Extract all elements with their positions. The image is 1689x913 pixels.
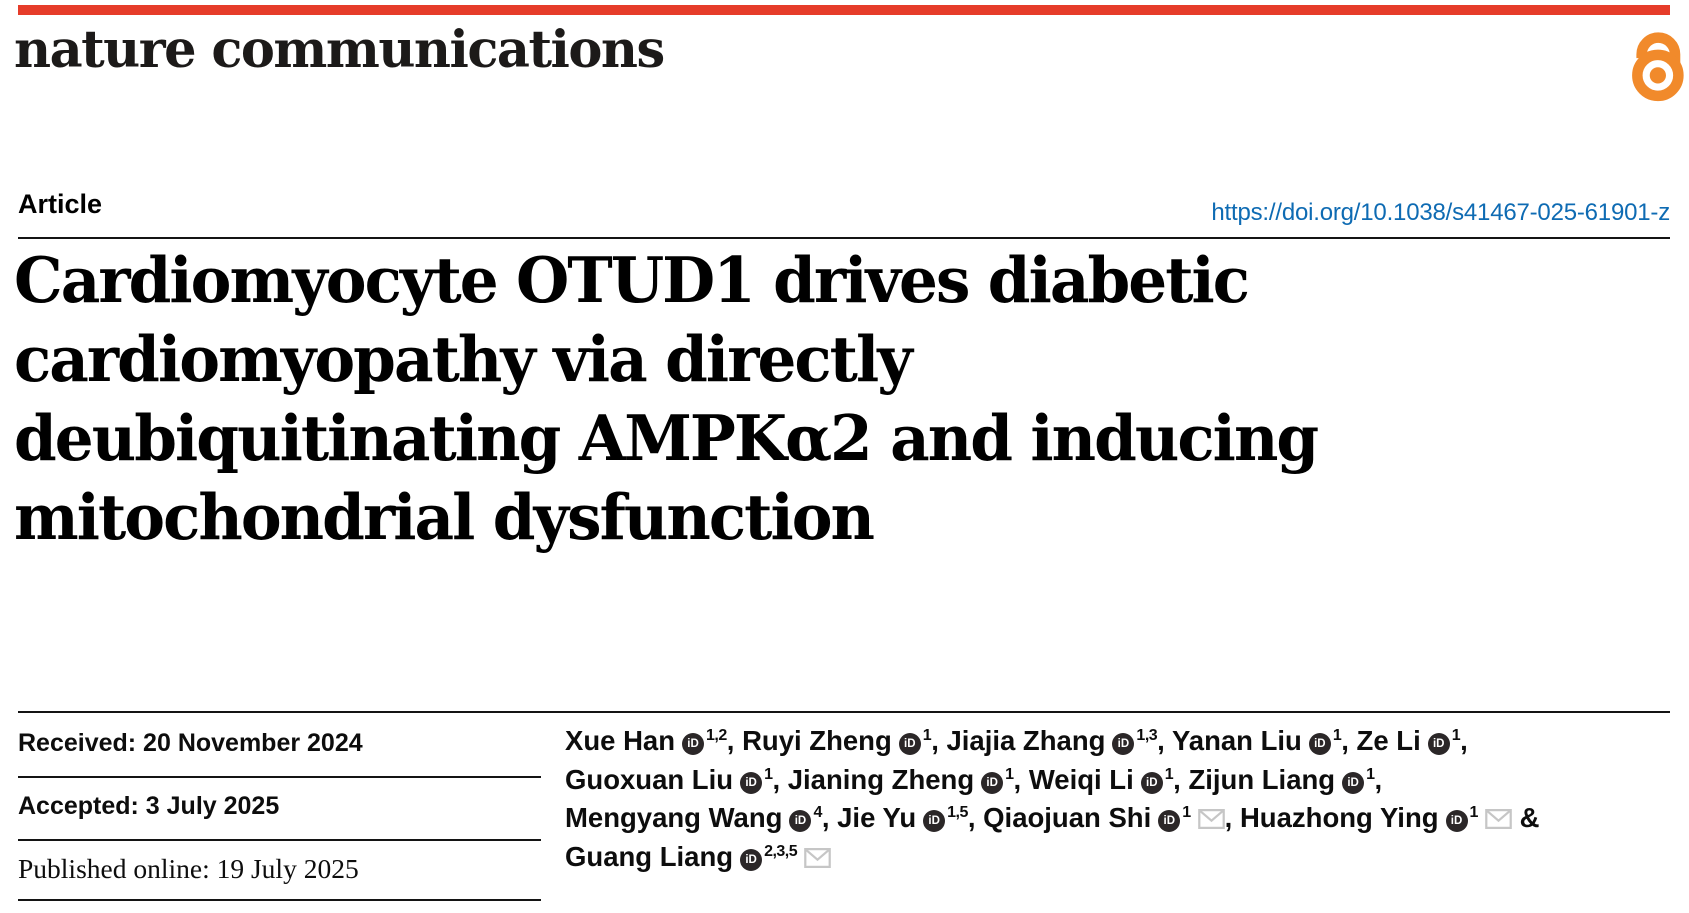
article-title: Cardiomyocyte OTUD1 drives diabetic card… — [14, 241, 1469, 557]
author-separator: , — [1157, 725, 1172, 756]
author-name[interactable]: Zijun Liang — [1188, 763, 1336, 795]
author-separator: , — [726, 725, 743, 756]
orcid-icon[interactable]: iD — [1158, 810, 1181, 832]
title-line-3: deubiquitinating AMPKα2 and inducing — [14, 401, 1319, 475]
masthead-red-bar — [18, 5, 1670, 15]
author-name[interactable]: Guang Liang — [565, 840, 734, 872]
author-name[interactable]: Xue Han — [565, 725, 676, 756]
affiliation-superscript: 2,3,5 — [764, 842, 798, 860]
author-separator: , — [1013, 763, 1029, 795]
author-name[interactable]: Jianing Zheng — [787, 763, 975, 795]
title-line-4: mitochondrial dysfunction — [14, 480, 875, 554]
author-separator: , — [1374, 763, 1383, 795]
orcid-icon[interactable]: iD — [789, 810, 812, 832]
orcid-icon[interactable]: iD — [981, 771, 1004, 794]
affiliation-superscript: 1 — [1005, 765, 1014, 783]
orcid-icon[interactable]: iD — [1342, 771, 1365, 794]
author-name[interactable]: Huazhong Ying — [1239, 802, 1439, 833]
affiliation-superscript: 1,2 — [706, 727, 727, 744]
author-separator: , — [931, 725, 947, 756]
header-divider — [18, 237, 1670, 239]
author-line: Xue Han iD 1,2, Ruyi Zheng iD 1, Jiajia Zhan… — [565, 722, 1685, 761]
doi-link[interactable]: https://doi.org/10.1038/s41467-025-61901… — [1211, 199, 1670, 226]
author-separator: , — [1341, 725, 1357, 756]
affiliation-superscript: 1,5 — [947, 804, 968, 821]
author-name[interactable]: Weiqi Li — [1028, 763, 1134, 795]
author-name[interactable]: Jie Yu — [837, 802, 917, 833]
affiliation-superscript: 1 — [1332, 727, 1342, 744]
orcid-icon[interactable]: iD — [1427, 733, 1450, 755]
affiliation-superscript: 1 — [1469, 804, 1479, 821]
dates-divider-1 — [18, 776, 541, 778]
open-access-icon[interactable] — [1620, 20, 1689, 104]
email-envelope-icon[interactable] — [1197, 801, 1225, 840]
received-date: Received: 20 November 2024 — [18, 729, 363, 757]
orcid-icon[interactable]: iD — [740, 771, 763, 794]
affiliation-superscript: 1 — [922, 727, 932, 744]
orcid-icon[interactable]: iD — [1112, 733, 1135, 755]
author-separator: , — [1460, 725, 1468, 756]
author-name[interactable]: Ze Li — [1356, 725, 1421, 756]
author-line: Guoxuan Liu iD 1, Jianing Zheng iD 1, Weiqi … — [565, 761, 1685, 800]
orcid-icon[interactable]: iD — [898, 733, 921, 755]
orcid-icon[interactable]: iD — [1140, 771, 1163, 794]
accepted-date: Accepted: 3 July 2025 — [18, 792, 280, 820]
affiliation-superscript: 1 — [1164, 765, 1174, 783]
author-separator: , — [1224, 802, 1240, 833]
affiliation-superscript: 1 — [1366, 765, 1375, 783]
author-line: Mengyang Wang iD 4, Jie Yu iD 1,5, Qiaojuan … — [565, 799, 1685, 838]
affiliation-superscript: 1 — [1451, 727, 1461, 744]
author-separator: & — [1511, 802, 1540, 833]
affiliation-superscript: 1 — [764, 765, 773, 783]
affiliation-superscript: 1,3 — [1136, 727, 1158, 744]
author-name[interactable]: Guoxuan Liu — [565, 763, 734, 795]
author-separator: , — [1173, 763, 1189, 795]
affiliation-superscript: 1 — [1182, 804, 1191, 821]
journal-logo: nature communications — [14, 20, 665, 80]
author-separator: , — [772, 763, 788, 795]
author-separator: , — [967, 802, 984, 833]
author-line: Guang Liang iD 2,3,5 — [565, 838, 1685, 877]
orcid-icon[interactable]: iD — [682, 733, 705, 755]
affiliation-superscript: 4 — [813, 804, 822, 821]
article-type-label: Article — [18, 189, 103, 219]
orcid-icon[interactable]: iD — [1445, 810, 1468, 832]
title-line-2: cardiomyopathy via directly — [14, 322, 913, 396]
published-date: Published online: 19 July 2025 — [18, 853, 359, 884]
author-name[interactable]: Yanan Liu — [1171, 725, 1302, 756]
orcid-icon[interactable]: iD — [923, 810, 946, 832]
author-name[interactable]: Ruyi Zheng — [742, 725, 892, 756]
title-line-1: Cardiomyocyte OTUD1 drives diabetic — [14, 243, 1250, 317]
author-list: Xue Han iD 1,2, Ruyi Zheng iD 1, Jiajia Zhan… — [565, 722, 1685, 876]
orcid-icon[interactable]: iD — [740, 848, 763, 871]
author-name[interactable]: Mengyang Wang — [565, 802, 783, 833]
email-envelope-icon[interactable] — [1485, 801, 1512, 840]
email-envelope-icon[interactable] — [804, 840, 831, 879]
orcid-icon[interactable]: iD — [1308, 733, 1331, 755]
dates-divider-3 — [18, 899, 541, 901]
author-name[interactable]: Jiajia Zhang — [946, 725, 1106, 756]
author-name[interactable]: Qiaojuan Shi — [983, 802, 1152, 833]
metadata-top-divider — [18, 711, 1670, 713]
dates-divider-2 — [18, 839, 541, 841]
author-separator: , — [821, 802, 838, 833]
